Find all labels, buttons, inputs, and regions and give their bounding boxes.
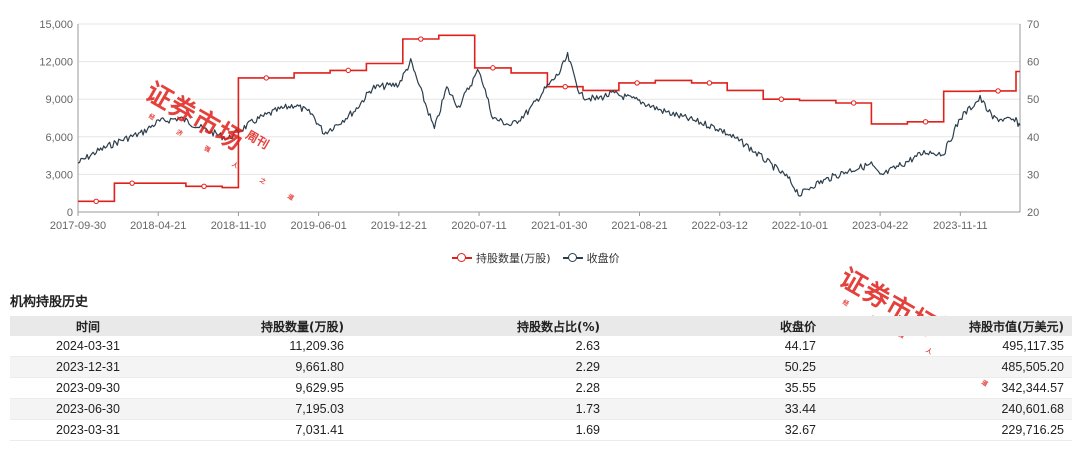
- cell-value: 240,601.68: [824, 398, 1072, 420]
- cell-ratio: 1.73: [352, 398, 608, 420]
- holdings-price-chart: 0 3,000 6,000 9,000 12,000 15,000 20 30 40 50 60 70…: [39, 19, 1039, 232]
- table-row: 2023-12-31 9,661.80 2.29 50.25 485,505.2…: [10, 356, 1072, 378]
- holdings-point: [345, 67, 351, 74]
- cell-shares: 7,031.41: [295, 423, 344, 437]
- y-right-tick-label: 60: [1027, 57, 1039, 69]
- x-tick-label: 2019-06-01: [290, 220, 346, 232]
- cell-value: 342,344.57: [1001, 381, 1064, 395]
- cell-date: 2023-09-30: [56, 381, 120, 395]
- x-tick-label: 2023-11-11: [933, 220, 988, 232]
- holdings-point: [263, 75, 269, 81]
- table-row: 2023-06-30 7,195.03 1.73 33.44 240,601.6…: [10, 398, 1072, 420]
- legend-close-label: 收盘价: [586, 252, 620, 265]
- holdings-point: [922, 119, 929, 125]
- y-left-tick-label: 9,000: [45, 94, 73, 106]
- table-row: 2023-03-31 7,031.41 1.69 32.67 229,716.2…: [10, 420, 1072, 441]
- holdings-point: [418, 36, 424, 42]
- y-left-tick-label: 12,000: [39, 57, 73, 69]
- x-tick-label: 2019-12-21: [371, 220, 427, 232]
- column-header-value[interactable]: 持股市值(万美元): [824, 316, 1072, 336]
- cell-shares: 7,195.03: [166, 398, 352, 420]
- legend-holdings-marker: [452, 252, 472, 264]
- cell-ratio: 1.69: [575, 423, 600, 437]
- cell-shares: 9,661.80: [166, 356, 352, 378]
- series-line-holdings: [78, 34, 1020, 203]
- y-right-tick-label: 20: [1027, 207, 1039, 219]
- y-right-tick-label: 50: [1027, 94, 1039, 106]
- holdings-history-table: 时间 持股数量(万股) 持股数占比(%) 收盘价 持股市值(万美元) 2024-…: [10, 316, 1072, 441]
- cell-close: 33.44: [608, 398, 824, 420]
- y-left-tick-label: 6,000: [45, 132, 73, 144]
- x-tick-label: 2021-01-30: [531, 220, 587, 232]
- cell-close: 32.67: [784, 423, 816, 437]
- cell-close: 35.55: [784, 381, 816, 395]
- legend-item-holdings[interactable]: 持股数量(万股): [452, 250, 551, 266]
- column-header-date[interactable]: 时间: [10, 316, 166, 336]
- holdings-point: [778, 96, 785, 102]
- column-header-close[interactable]: 收盘价: [608, 316, 824, 336]
- y-left-tick-label: 3,000: [45, 169, 73, 181]
- y-right-tick-label: 70: [1027, 19, 1039, 31]
- x-tick-label: 2018-04-21: [130, 220, 186, 232]
- legend-item-close[interactable]: 收盘价: [562, 250, 620, 266]
- y-left-tick-label: 15,000: [39, 19, 73, 31]
- holdings-point: [634, 80, 640, 86]
- legend-close-marker: [562, 252, 583, 264]
- cell-date: 2023-12-31: [10, 356, 166, 378]
- holdings-point: [995, 88, 1001, 94]
- x-tick-label: 2017-09-30: [50, 220, 106, 232]
- column-header-ratio[interactable]: 持股数占比(%): [352, 316, 608, 336]
- cell-ratio: 2.28: [575, 381, 600, 395]
- holdings-point: [129, 180, 135, 186]
- cell-close: 44.17: [784, 339, 816, 353]
- table-row: 2023-09-30 9,629.95 2.28 35.55 342,344.5…: [10, 378, 1072, 399]
- cell-shares: 11,209.36: [289, 339, 344, 353]
- cell-shares: 9,629.95: [295, 381, 344, 395]
- holdings-point: [201, 183, 207, 190]
- holdings-point: [562, 83, 568, 90]
- y-left-tick-label: 0: [67, 207, 73, 219]
- column-header-shares[interactable]: 持股数量(万股): [166, 316, 352, 336]
- x-tick-label: 2022-10-01: [772, 220, 828, 232]
- x-tick-label: 2022-03-12: [692, 220, 748, 232]
- holdings-point: [850, 100, 857, 106]
- y-right-tick-label: 30: [1027, 169, 1039, 181]
- cell-ratio: 2.29: [352, 356, 608, 378]
- holdings-point: [706, 80, 713, 86]
- table-header-row: 时间 持股数量(万股) 持股数占比(%) 收盘价 持股市值(万美元): [10, 316, 1072, 336]
- cell-value: 485,505.20: [824, 356, 1072, 378]
- series-line-close: [77, 51, 1021, 197]
- legend-holdings-label: 持股数量(万股): [476, 252, 551, 265]
- x-tick-label: 2021-08-21: [611, 220, 667, 232]
- holdings-point: [93, 198, 99, 205]
- holdings-point: [490, 65, 496, 71]
- cell-date: 2023-06-30: [10, 398, 166, 420]
- cell-date: 2023-03-31: [56, 423, 120, 437]
- x-tick-label: 2020-07-11: [451, 220, 506, 232]
- cell-value: 495,117.35: [1002, 339, 1064, 353]
- cell-close: 50.25: [608, 356, 824, 378]
- chart-legend: 持股数量(万股) 收盘价: [452, 249, 632, 267]
- cell-value: 229,716.25: [1001, 423, 1064, 437]
- table-row: 2024-03-31 11,209.36 2.63 44.17 495,117.…: [10, 336, 1072, 357]
- cell-date: 2024-03-31: [56, 339, 120, 353]
- cell-ratio: 2.63: [575, 339, 600, 353]
- x-tick-label: 2018-11-10: [211, 220, 266, 232]
- x-tick-label: 2023-04-22: [852, 220, 908, 232]
- y-right-tick-label: 40: [1027, 132, 1039, 144]
- section-title: 机构持股历史: [10, 295, 89, 310]
